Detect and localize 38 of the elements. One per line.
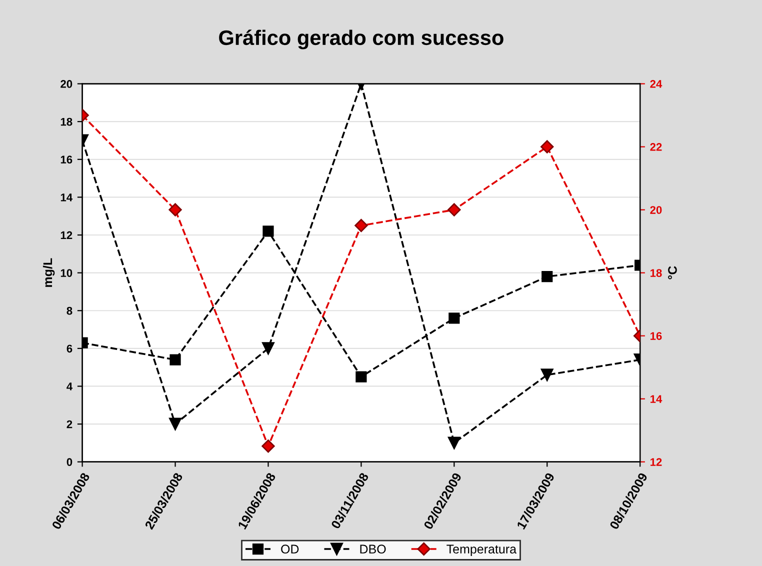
y-tick-label: 18 [60,118,72,126]
y2-tick-label: 18 [650,269,662,277]
chart-title: Gráfico gerado com sucesso [219,30,504,50]
point [170,354,181,366]
point [262,342,274,355]
y2-tick-label: 24 [650,80,662,88]
point [356,371,367,382]
y2-tick-label: 12 [650,458,662,466]
y-tick-label: 4 [66,382,73,390]
point [448,436,460,450]
point [540,140,554,154]
point [540,368,554,382]
y2-axis-title: °C [668,266,677,280]
legend-label: OD [281,544,299,554]
point [448,312,460,324]
y-tick-label: 0 [66,458,72,466]
y-tick-label: 6 [66,344,72,353]
y2-tick-label: 14 [650,395,662,403]
y-axis-title: mg/L [42,258,55,287]
y2-tick-label: 22 [650,143,662,151]
y-tick-label: 10 [60,269,72,277]
point [448,203,461,216]
point [542,271,553,282]
point [354,218,368,232]
y2-tick-label: 16 [650,332,662,340]
y-tick-label: 12 [60,231,72,240]
point [169,418,182,430]
legend-label: DBO [360,544,386,554]
y2-tick-label: 20 [650,206,662,214]
y-tick-label: 20 [60,80,72,88]
point [168,203,182,216]
y-tick-label: 8 [66,306,72,315]
legend-label: Temperatura [446,544,517,556]
y-tick-label: 16 [60,156,72,164]
y-tick-label: 14 [60,194,73,202]
point [262,440,275,453]
point [262,226,274,237]
y-tick-label: 2 [66,420,72,428]
